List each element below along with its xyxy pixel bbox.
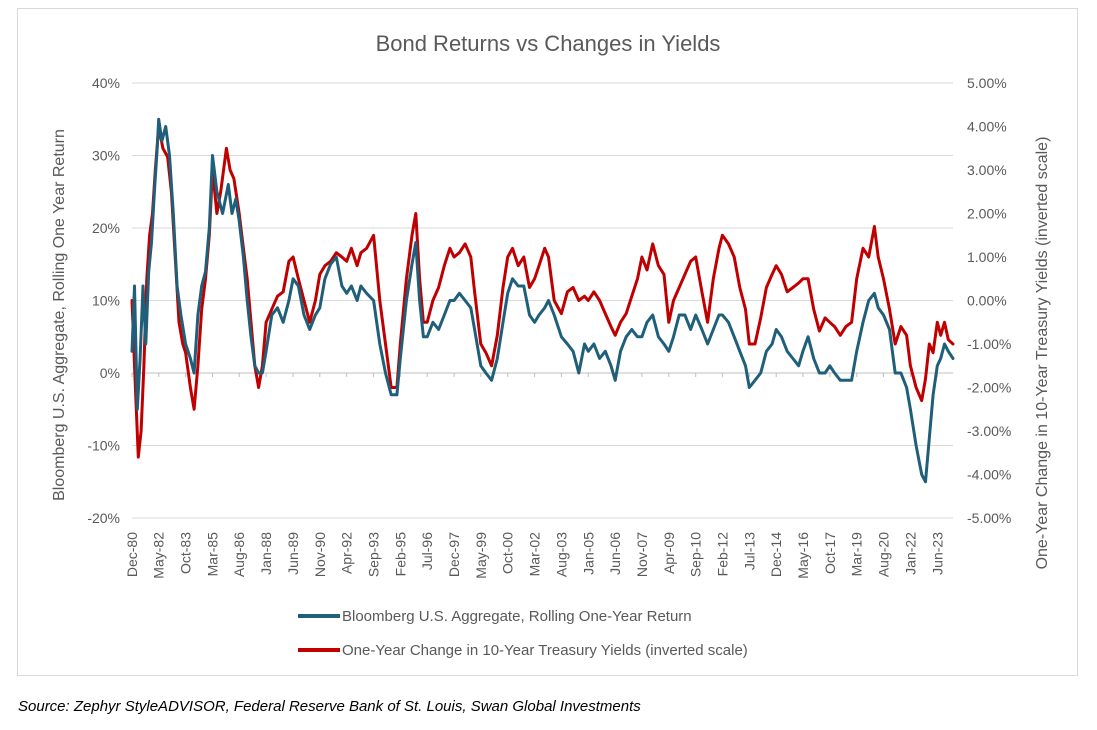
series-lines — [130, 117, 955, 484]
source-note: Source: Zephyr StyleADVISOR, Federal Res… — [18, 698, 641, 715]
right-tick-label: 0.00% — [967, 293, 1007, 309]
x-tick-label: May-16 — [795, 532, 811, 579]
left-tick-label: 20% — [92, 220, 120, 236]
x-tick-label: Feb-95 — [392, 532, 408, 577]
x-tick-label: Nov-90 — [312, 532, 328, 577]
x-tick-label: Jun-06 — [607, 532, 623, 575]
left-axis-title: Bloomberg U.S. Aggregate, Rolling One Ye… — [51, 129, 68, 501]
x-tick-label: Oct-83 — [178, 532, 194, 574]
x-tick-label: Jan-05 — [580, 532, 596, 575]
right-tick-label: -5.00% — [967, 510, 1011, 526]
left-tick-label: -10% — [87, 438, 120, 454]
x-tick-label: Mar-02 — [527, 532, 543, 577]
x-tick-label: Apr-09 — [661, 532, 677, 574]
chart-frame: Bond Returns vs Changes in Yields 40% 30%… — [17, 8, 1078, 676]
x-tick-label: Sep-10 — [688, 532, 704, 577]
x-tick-label: Feb-12 — [714, 532, 730, 577]
x-tick-label: May-99 — [473, 532, 489, 579]
bond-returns-chart: Bond Returns vs Changes in Yields 40% 30%… — [51, 31, 1051, 659]
x-tick-label: Dec-80 — [124, 532, 140, 577]
gridlines — [132, 82, 953, 519]
left-tick-label: 40% — [92, 75, 120, 91]
x-tick-label: Jan-88 — [258, 532, 274, 575]
x-tick-label: Apr-92 — [339, 532, 355, 574]
x-tick-label: May-82 — [151, 532, 167, 579]
right-axis-ticks: 5.00% 4.00% 3.00% 2.00% 1.00% 0.00% -1.00% -2.0… — [967, 75, 1011, 526]
x-tick-label: Dec-14 — [768, 532, 784, 577]
x-tick-label: Jun-23 — [929, 532, 945, 575]
x-tick-label: Nov-07 — [634, 532, 650, 577]
x-tick-label: Dec-97 — [446, 532, 462, 577]
left-tick-label: 0% — [100, 365, 120, 381]
right-tick-label: -4.00% — [967, 467, 1011, 483]
x-tick-label: Jul-96 — [419, 532, 435, 570]
x-tick-label: Jun-89 — [285, 532, 301, 575]
x-tick-label: Oct-00 — [500, 532, 516, 574]
x-tick-label: Jul-13 — [741, 532, 757, 570]
series-line-yield-change — [130, 125, 955, 459]
right-tick-label: -3.00% — [967, 423, 1011, 439]
right-tick-label: -1.00% — [967, 336, 1011, 352]
right-tick-label: 5.00% — [967, 75, 1007, 91]
right-tick-label: 1.00% — [967, 249, 1007, 265]
series-line-bond-return — [130, 117, 955, 484]
right-axis-title: One-Year Change in 10-Year Treasury Yiel… — [1034, 137, 1051, 570]
left-tick-label: -20% — [87, 510, 120, 526]
x-axis-ticks: Dec-80 May-82 Oct-83 Mar-85 Aug-86 Jan-88 Jun-… — [124, 373, 945, 579]
x-tick-label: Jan-22 — [902, 532, 918, 575]
legend-label-bond-return: Bloomberg U.S. Aggregate, Rolling One-Ye… — [342, 608, 692, 625]
right-tick-label: 2.00% — [967, 206, 1007, 222]
left-tick-label: 30% — [92, 148, 120, 164]
x-tick-label: Sep-93 — [366, 532, 382, 577]
right-tick-label: 3.00% — [967, 162, 1007, 178]
right-tick-label: -2.00% — [967, 380, 1011, 396]
legend: Bloomberg U.S. Aggregate, Rolling One-Ye… — [298, 608, 748, 659]
right-tick-label: 4.00% — [967, 119, 1007, 135]
x-tick-label: Mar-85 — [205, 532, 221, 577]
left-tick-label: 10% — [92, 293, 120, 309]
x-tick-label: Aug-86 — [231, 532, 247, 577]
x-tick-label: Aug-20 — [875, 532, 891, 577]
left-axis-ticks: 40% 30% 20% 10% 0% -10% -20% — [87, 75, 120, 526]
chart-title: Bond Returns vs Changes in Yields — [376, 31, 721, 56]
x-tick-label: Aug-03 — [553, 532, 569, 577]
legend-label-yield-change: One-Year Change in 10-Year Treasury Yiel… — [342, 642, 748, 659]
x-tick-label: Mar-19 — [849, 532, 865, 577]
x-tick-label: Oct-17 — [822, 532, 838, 574]
